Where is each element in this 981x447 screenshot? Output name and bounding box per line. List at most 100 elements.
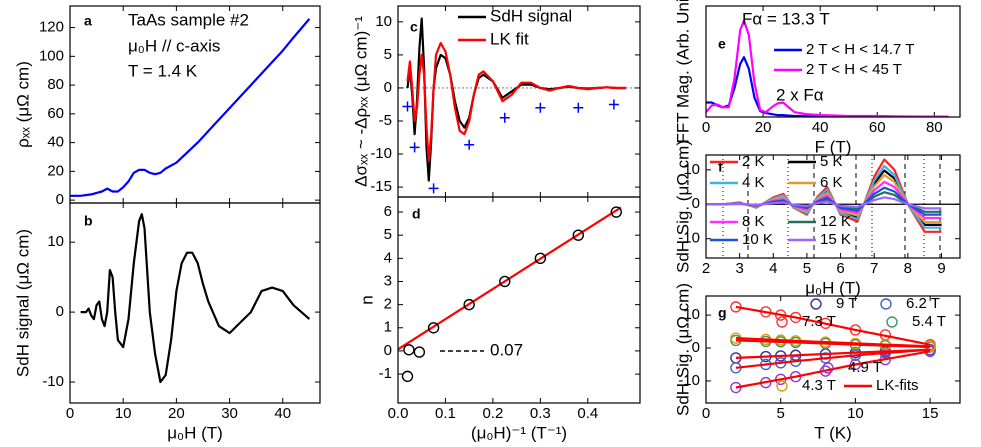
series-line	[735, 339, 931, 349]
x-tick-label: 0.3	[530, 405, 551, 422]
y-tick-label: 2	[384, 296, 392, 313]
point	[499, 112, 510, 123]
legend-marker	[810, 298, 822, 310]
legend-marker	[886, 316, 898, 328]
y-tick-label: 120	[39, 19, 64, 36]
x-tick-label: 0	[702, 119, 710, 136]
y-tick-label: -10	[678, 372, 700, 389]
x-tick-label: 40	[274, 405, 291, 422]
series-layer	[80, 213, 311, 384]
x-tick-label: 0.0	[388, 405, 409, 422]
legend-marker	[822, 362, 834, 374]
annotation: 2 x Fα	[776, 85, 824, 104]
point	[573, 102, 584, 113]
point	[402, 101, 413, 112]
point	[427, 322, 440, 334]
point	[572, 229, 585, 241]
y-tick-label: 100	[39, 47, 64, 64]
y-axis-label: SdH signal (μΩ cm)	[13, 229, 32, 377]
y-axis-label: SdH Sig. (μΩ cm)	[673, 283, 692, 416]
x-tick-label: 0.1	[435, 405, 456, 422]
x-tick-label: 10	[847, 405, 864, 422]
series-line	[735, 305, 931, 346]
x-axis-label: T (K)	[814, 423, 851, 442]
series-line	[706, 19, 949, 117]
series-line	[735, 348, 931, 369]
y-axis-label: Δσₓₓ ~ -Δρₓₓ (μΩ cm)⁻¹	[351, 16, 370, 187]
y-axis-label: SdH Sig. (μΩ cm)	[673, 140, 692, 273]
legend-label: 4 K	[742, 174, 765, 191]
point	[463, 298, 475, 311]
series-line	[706, 196, 942, 210]
x-axis-label: F (T)	[815, 137, 852, 156]
panel-letter: a	[84, 13, 92, 29]
series-layer	[706, 19, 949, 117]
x-tick-label: 20	[755, 119, 772, 136]
y-tick-label: 0	[56, 303, 64, 320]
x-tick-label: 8	[904, 260, 912, 277]
y-tick-label: 3	[384, 272, 392, 289]
legend-label: 4.3 T	[802, 377, 836, 394]
x-tick-label: 0	[66, 405, 74, 422]
y-tick-label: 0	[56, 191, 64, 208]
panel-letter: b	[84, 213, 93, 229]
x-tick-label: 10	[115, 405, 132, 422]
legend-label: 8 K	[742, 213, 765, 230]
series-line	[735, 348, 931, 359]
y-tick-label: 20	[47, 162, 64, 179]
series-line	[70, 18, 311, 197]
panel-letter: f	[718, 159, 723, 175]
y-tick-label: 1	[384, 319, 392, 336]
x-tick-label: 60	[869, 119, 886, 136]
y-tick-label: -1	[379, 365, 392, 382]
series-layer	[398, 206, 622, 383]
series-layer	[70, 18, 311, 197]
panel-letter: g	[718, 305, 727, 321]
y-tick-label: -10	[678, 230, 700, 247]
x-tick-label: 40	[812, 119, 829, 136]
legend-marker	[880, 298, 892, 310]
point	[535, 102, 546, 113]
series-layer	[402, 17, 626, 194]
y-tick-label: 5	[384, 226, 392, 243]
point	[403, 344, 415, 356]
y-tick-label: -5	[379, 112, 392, 129]
x-axis-label: (μ₀H)⁻¹ (T⁻¹)	[471, 423, 567, 442]
plot-frame	[705, 5, 961, 118]
x-tick-label: 2	[702, 260, 710, 277]
point	[464, 139, 475, 150]
panel: -15 -10 -5 0 5 10 c Δσₓₓ ~ -Δρₓₓ (μΩ cm)⁻¹ SdH s…	[351, 5, 641, 198]
x-tick-label: 3	[735, 260, 743, 277]
y-tick-label: 10	[683, 161, 700, 178]
annotation: μ₀H // c-axis	[128, 36, 220, 55]
series-layer	[706, 158, 942, 233]
y-tick-label: -10	[370, 145, 392, 162]
legend-label: LK fit	[490, 29, 529, 48]
point	[409, 142, 420, 153]
y-tick-label: 5	[384, 46, 392, 63]
panel-letter: e	[718, 36, 726, 52]
plot-frame	[705, 154, 961, 259]
legend-label: 2 K	[742, 153, 765, 170]
x-tick-label: 6	[836, 260, 844, 277]
legend-label: SdH signal	[490, 6, 572, 25]
point	[499, 275, 511, 288]
series-line	[406, 41, 626, 162]
plot-frame	[69, 202, 321, 404]
legend-label: 5.4 T	[912, 313, 946, 330]
x-tick-label: 80	[926, 119, 943, 136]
point	[413, 346, 426, 358]
point	[534, 252, 547, 265]
y-tick-label: 10	[47, 233, 64, 250]
x-tick-label: 15	[922, 405, 939, 422]
y-tick-label: 4	[384, 249, 392, 266]
series-line	[735, 350, 931, 389]
legend-label: 6 K	[820, 174, 843, 191]
x-tick-label: 0	[702, 405, 710, 422]
y-axis-label: ρₓₓ (μΩ cm)	[13, 61, 32, 148]
series-layer	[730, 301, 936, 394]
legend-label: 12 K	[820, 213, 851, 230]
panel-letter: d	[412, 206, 421, 222]
